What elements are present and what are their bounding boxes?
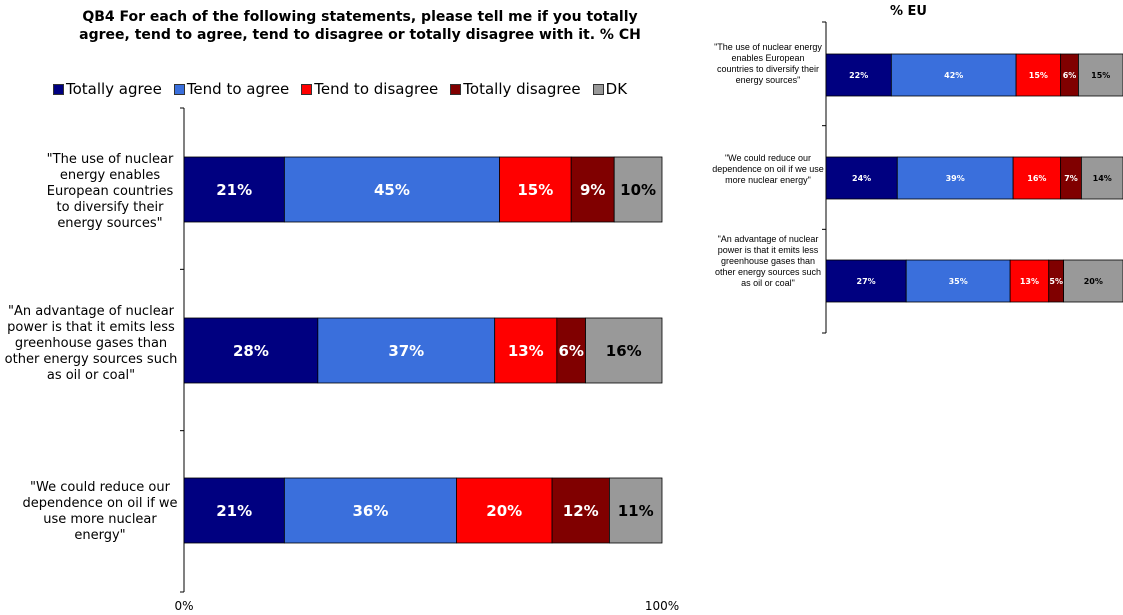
data-label: 28% (233, 342, 269, 360)
legend-item-tend-to-agree: Tend to agree (173, 80, 290, 98)
ch-category-label: "We could reduce our dependence on oil i… (22, 480, 178, 543)
data-label: 27% (857, 277, 876, 286)
bar-segment (825, 53, 892, 97)
data-label: 15% (1091, 71, 1110, 80)
legend-item-tend-to-disagree: Tend to disagree (301, 80, 438, 98)
legend-swatch (52, 83, 64, 95)
data-label: 9% (580, 181, 605, 199)
bar-segment (585, 317, 663, 384)
x-tick-label: 100% (645, 599, 679, 613)
eu-category-label: "An advantage of nuclear power is that i… (714, 234, 822, 288)
legend: Totally agree Tend to agree Tend to disa… (0, 80, 680, 98)
bar-segment (283, 477, 457, 544)
data-label: 39% (946, 174, 965, 183)
legend-item-totally-disagree: Totally disagree (450, 80, 581, 98)
legend-label: Tend to disagree (314, 80, 439, 98)
bar-segment (499, 156, 572, 223)
data-label: 10% (620, 181, 656, 199)
bar-segment (183, 317, 319, 384)
legend-item-totally-agree: Totally agree (52, 80, 162, 98)
data-label: 6% (1063, 71, 1077, 80)
data-label: 15% (1029, 71, 1048, 80)
bar-segment (183, 477, 285, 544)
ch-category-label: "The use of nuclear energy enables Europ… (46, 152, 174, 231)
bar-segment (613, 156, 663, 223)
data-label: 36% (352, 502, 388, 520)
legend-label: Totally agree (65, 80, 162, 98)
data-label: 12% (563, 502, 599, 520)
bar-segment (183, 156, 285, 223)
data-label: 16% (606, 342, 642, 360)
data-label: 15% (517, 181, 553, 199)
data-label: 45% (374, 181, 410, 199)
x-tick-label: 0% (174, 599, 193, 613)
data-label: 14% (1093, 174, 1112, 183)
data-label: 11% (618, 502, 654, 520)
data-label: 35% (949, 277, 968, 286)
bar-segment (890, 53, 1017, 97)
ch-category-label: "An advantage of nuclear power is that i… (4, 304, 178, 383)
bar-segment (570, 156, 615, 223)
bar-segment (896, 156, 1014, 200)
bar-segment (556, 317, 586, 384)
eu-category-label: "We could reduce our dependence on oil i… (712, 153, 824, 185)
legend-label: DK (605, 80, 628, 98)
eu-chart-title: % EU (890, 4, 927, 19)
data-label: 16% (1027, 174, 1046, 183)
data-label: 5% (1049, 277, 1063, 286)
data-label: 7% (1064, 174, 1078, 183)
bar-segment (1015, 53, 1062, 97)
legend-label: Tend to agree (186, 80, 290, 98)
bar-segment (1081, 156, 1123, 200)
data-label: 21% (216, 502, 252, 520)
data-label: 42% (944, 71, 963, 80)
data-label: 37% (388, 342, 424, 360)
data-label: 20% (486, 502, 522, 520)
bar-segment (1063, 259, 1123, 303)
bar-segment (494, 317, 558, 384)
data-label: 20% (1084, 277, 1103, 286)
eu-category-label: "The use of nuclear energy enables Europ… (714, 42, 822, 85)
legend-item-dk: DK (592, 80, 628, 98)
bar-segment (551, 477, 610, 544)
bar-segment (283, 156, 500, 223)
legend-swatch (450, 83, 462, 95)
bar-segment (825, 259, 907, 303)
legend-swatch (173, 83, 185, 95)
data-label: 13% (508, 342, 544, 360)
data-label: 13% (1020, 277, 1039, 286)
bar-segment (609, 477, 663, 544)
main-chart-title: QB4 For each of the following statements… (79, 9, 641, 43)
data-label: 24% (852, 174, 871, 183)
data-label: 22% (849, 71, 868, 80)
legend-label: Totally disagree (463, 80, 581, 98)
bar-segment (1009, 259, 1050, 303)
legend-swatch (592, 83, 604, 95)
legend-swatch (301, 83, 313, 95)
data-label: 21% (216, 181, 252, 199)
bar-segment (905, 259, 1011, 303)
data-label: 6% (558, 342, 583, 360)
